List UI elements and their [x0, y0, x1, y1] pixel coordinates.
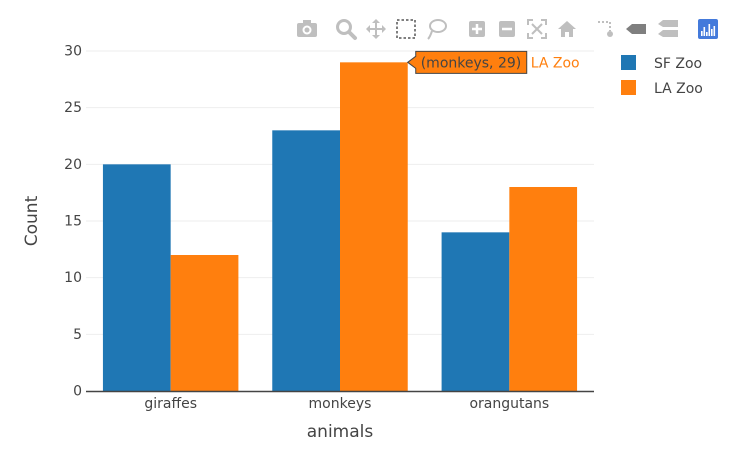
camera-icon[interactable]: Download plot as a png [297, 20, 317, 37]
y-tick-label: 30 [64, 44, 82, 60]
plotly-logo-icon[interactable]: Produced with Plotly [698, 19, 718, 39]
bar-la-zoo-orangutans[interactable] [509, 187, 578, 391]
legend-swatch [621, 80, 636, 95]
modebar[interactable]: Download plot as a png Zoom Pan Box Select L… [297, 19, 718, 40]
x-tick-label: orangutans [469, 396, 549, 412]
axes: 0 5 10 15 20 25 30 giraffes monkeys orangutans [64, 44, 594, 412]
bar-sf-zoo-orangutans[interactable] [441, 232, 510, 391]
hover-value-text: (monkeys, 29) [421, 55, 522, 71]
bars[interactable] [102, 62, 578, 392]
y-tick-label: 0 [73, 384, 82, 400]
zoom-out-icon[interactable]: Zoom out [499, 21, 515, 37]
legend-label: LA Zoo [654, 81, 703, 97]
x-axis-title: animals [307, 422, 374, 442]
hover-series-name: LA Zoo [531, 55, 580, 71]
autoscale-icon[interactable]: Autoscale [527, 19, 547, 39]
legend-item-la-zoo[interactable]: LA Zoo [621, 80, 703, 97]
y-axis-title: Count [22, 195, 42, 246]
home-icon[interactable]: Reset axes [558, 21, 576, 37]
x-tick-label: giraffes [144, 396, 197, 412]
x-tick-label: monkeys [309, 396, 372, 412]
hover-box [406, 50, 528, 74]
legend-swatch [621, 55, 636, 70]
hover-closest-icon[interactable]: Show closest data on hover [626, 24, 646, 34]
legend[interactable]: SF Zoo LA Zoo [621, 55, 703, 97]
zoom-in-icon[interactable]: Zoom in [469, 21, 485, 37]
y-tick-label: 10 [64, 270, 82, 286]
hover-tooltip: (monkeys, 29) LA Zoo [406, 50, 580, 74]
lasso-select-icon[interactable]: Lasso Select [427, 19, 447, 40]
y-tick-label: 20 [64, 157, 82, 173]
y-tick-label: 15 [64, 214, 82, 230]
bar-sf-zoo-giraffes[interactable] [102, 164, 171, 391]
box-select-icon[interactable]: Box Select [396, 19, 416, 39]
zoom-icon[interactable]: Zoom [336, 19, 357, 40]
spike-lines-icon[interactable]: Toggle Spike Lines [598, 21, 613, 37]
y-tick-label: 25 [64, 100, 82, 116]
hover-compare-icon[interactable]: Compare data on hover [658, 20, 678, 37]
bar-sf-zoo-monkeys[interactable] [272, 130, 340, 392]
y-tick-label: 5 [73, 327, 82, 343]
legend-item-sf-zoo[interactable]: SF Zoo [621, 55, 702, 72]
bar-la-zoo-monkeys[interactable] [340, 62, 408, 391]
bar-la-zoo-giraffes[interactable] [170, 255, 239, 391]
legend-label: SF Zoo [654, 56, 702, 72]
pan-icon[interactable]: Pan [366, 19, 386, 39]
